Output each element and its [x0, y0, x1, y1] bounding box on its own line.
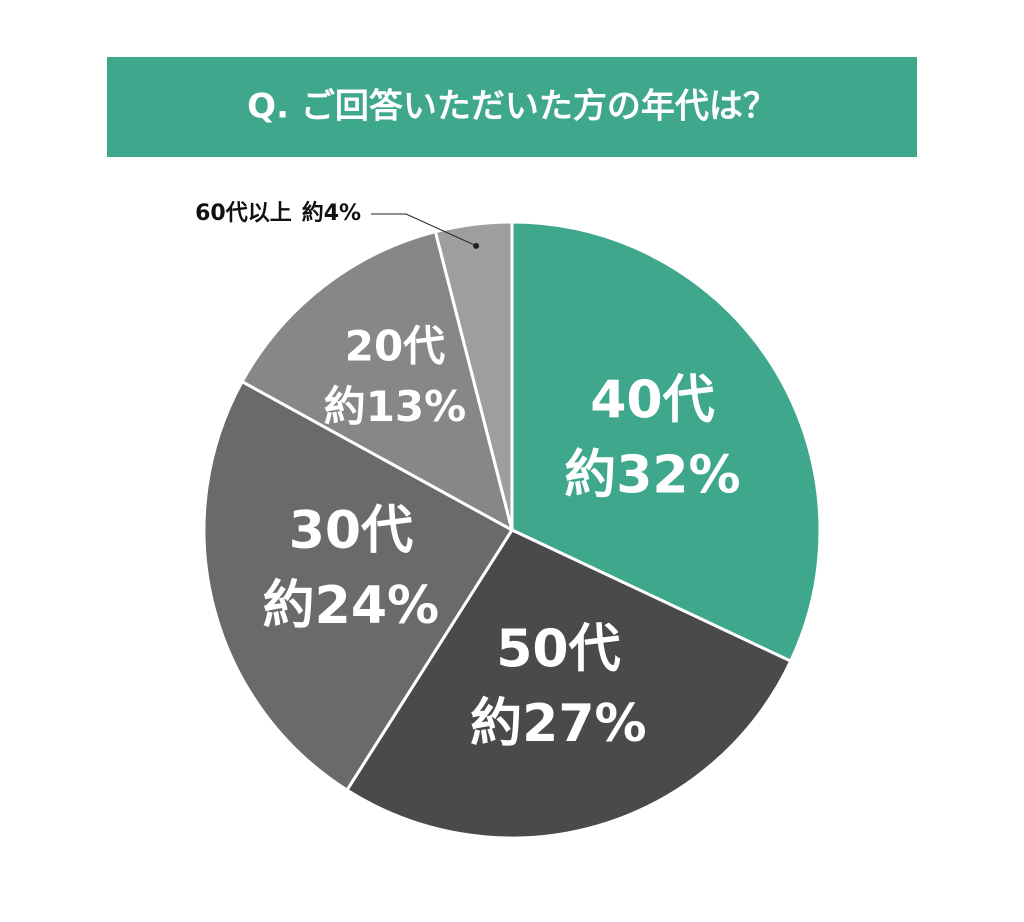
slice-label: 50代 [496, 619, 620, 679]
chart-title: Q. ご回答いただいた方の年代は？ [247, 87, 777, 127]
pie-slice [240, 229, 515, 533]
title-bar [107, 57, 917, 157]
value-label: 約27% [470, 694, 646, 754]
value-label: 約32% [564, 445, 740, 505]
value-label: 約4% [302, 200, 361, 226]
pie-slice [433, 220, 514, 531]
value-label: 約13% [324, 382, 467, 431]
slice-label: 30代 [289, 501, 413, 561]
slice-label: 40代 [590, 370, 714, 430]
slice-label: 20代 [345, 321, 445, 370]
pie-slice [510, 220, 822, 664]
slice-label: 60代以上 [195, 201, 292, 226]
outside-label: 60代以上 約4% [195, 200, 361, 226]
pie-slice [202, 379, 515, 793]
value-label: 約24% [263, 576, 439, 636]
pie-slice [344, 528, 793, 840]
leader-line [371, 213, 477, 247]
